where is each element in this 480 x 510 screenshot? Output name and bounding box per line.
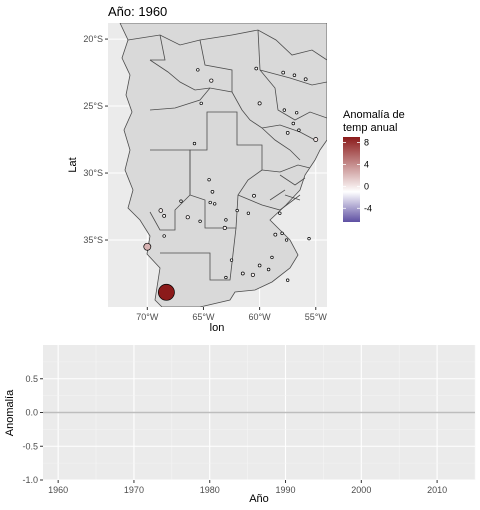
legend-tick-label: 0: [364, 181, 369, 191]
station-point: [297, 128, 301, 132]
station-point: [158, 208, 164, 213]
argentina-province-lines: [149, 59, 211, 91]
map-x-tick-label: 55°W: [305, 312, 328, 322]
map-x-tick-label: 60°W: [249, 312, 272, 322]
ts-y-tick-label: 0.5: [25, 374, 38, 384]
ts-x-tick-label: 2010: [427, 485, 447, 495]
map-x-axis-title: lon: [210, 322, 225, 334]
station-point: [162, 214, 167, 218]
station-point: [284, 238, 289, 242]
ts-x-tick-label: 1990: [276, 485, 296, 495]
argentina-province-lines: [160, 227, 237, 281]
station-point: [266, 267, 271, 272]
station-point: [254, 66, 259, 71]
station-point: [157, 283, 175, 301]
ts-y-tick-label: -0.5: [22, 441, 38, 451]
ts-y-axis: 0.5 0.0 -0.5 -1.0: [22, 374, 43, 485]
station-point: [209, 78, 214, 83]
station-point: [208, 200, 212, 205]
station-point: [229, 258, 234, 262]
station-point: [224, 275, 228, 280]
argentina-province-lines: [237, 194, 301, 211]
station-point: [285, 131, 290, 135]
station-point: [235, 208, 239, 213]
station-point: [224, 218, 228, 222]
map-y-tick-label: 35°S: [83, 235, 103, 245]
colorbar: [343, 137, 360, 222]
legend-tick-label: 8: [364, 137, 369, 147]
legend-tick-label: 4: [364, 159, 369, 169]
station-point: [292, 73, 297, 77]
ts-y-tick-label: 0.0: [25, 408, 38, 418]
ts-y-axis-title: Anomalía: [4, 389, 16, 436]
argentina-province-lines: [261, 164, 311, 173]
station-point: [210, 189, 215, 194]
colorbar-legend: Anomalía de temp anual 8 4 0 -4: [343, 109, 405, 222]
map-y-tick-label: 20°S: [83, 34, 103, 44]
bolivia-department-lines: [199, 39, 233, 92]
station-point: [192, 141, 197, 146]
paraguay-department-lines: [261, 127, 301, 161]
map-x-axis: 70°W 65°W 60°W 55°W: [136, 307, 327, 322]
station-point: [246, 211, 251, 215]
anomaly-map-chart: Año: 1960 70°W 65°W 60°W 55°W 20°S 25°S 30°S 3…: [67, 4, 405, 334]
map-y-axis: 20°S 25°S 30°S 35°S: [83, 34, 108, 245]
station-point: [291, 121, 296, 126]
map-title: Año: 1960: [108, 4, 167, 19]
legend-title-line2: temp anual: [343, 122, 397, 134]
uruguay-department-lines: [269, 174, 306, 201]
bolivia-department-lines: [150, 34, 166, 61]
argentina-province-lines: [149, 149, 191, 231]
station-point: [313, 137, 319, 142]
brazil-state-lines: [231, 29, 327, 61]
ts-x-tick-label: 2000: [351, 485, 371, 495]
ts-gridlines: [43, 345, 476, 481]
brazil-state-lines: [259, 69, 327, 86]
station-point: [280, 231, 284, 235]
station-point: [198, 219, 202, 223]
station-point: [213, 202, 217, 206]
bolivia-department-lines: [127, 34, 233, 46]
station-point: [179, 199, 183, 203]
station-point: [270, 255, 274, 260]
ts-x-tick-label: 1970: [124, 485, 144, 495]
legend-ticks: 8 4 0 -4: [343, 137, 372, 213]
station-point: [252, 193, 256, 198]
station-point: [162, 234, 166, 238]
station-point: [222, 225, 227, 230]
legend-title-line1: Anomalía de: [343, 109, 405, 121]
station-point: [143, 242, 152, 251]
station-point: [240, 271, 245, 276]
argentina-province-lines: [149, 87, 316, 141]
anomaly-timeseries-chart: 1960 1970 1980 1990 2000 2010 0.50.0-0.5-1.0 …: [4, 345, 476, 505]
station-point: [295, 111, 299, 115]
station-point: [257, 263, 262, 268]
station-point: [273, 232, 278, 237]
station-point: [281, 70, 286, 75]
ts-y-tick-label: -1.0: [22, 475, 38, 485]
station-point: [250, 272, 255, 277]
station-point: [207, 178, 211, 182]
station-point: [307, 237, 311, 241]
station-points: [143, 66, 319, 301]
ts-x-tick-label: 1980: [200, 485, 220, 495]
station-point: [185, 215, 190, 220]
station-point: [282, 108, 286, 112]
map-x-tick-label: 70°W: [136, 312, 159, 322]
station-point: [278, 211, 282, 215]
station-point: [286, 278, 290, 282]
station-point: [303, 77, 308, 82]
station-point: [199, 101, 203, 106]
map-y-axis-title: Lat: [67, 157, 79, 172]
ts-x-tick-label: 1960: [48, 485, 68, 495]
ts-x-axis: 1960 1970 1980 1990 2000 2010: [48, 480, 447, 495]
ts-x-axis-title: Año: [249, 493, 269, 505]
station-point: [257, 101, 262, 106]
map-y-tick-label: 25°S: [83, 101, 103, 111]
legend-tick-label: -4: [364, 203, 372, 213]
map-x-tick-label: 65°W: [192, 312, 215, 322]
station-point: [196, 68, 200, 72]
map-y-tick-label: 30°S: [83, 168, 103, 178]
